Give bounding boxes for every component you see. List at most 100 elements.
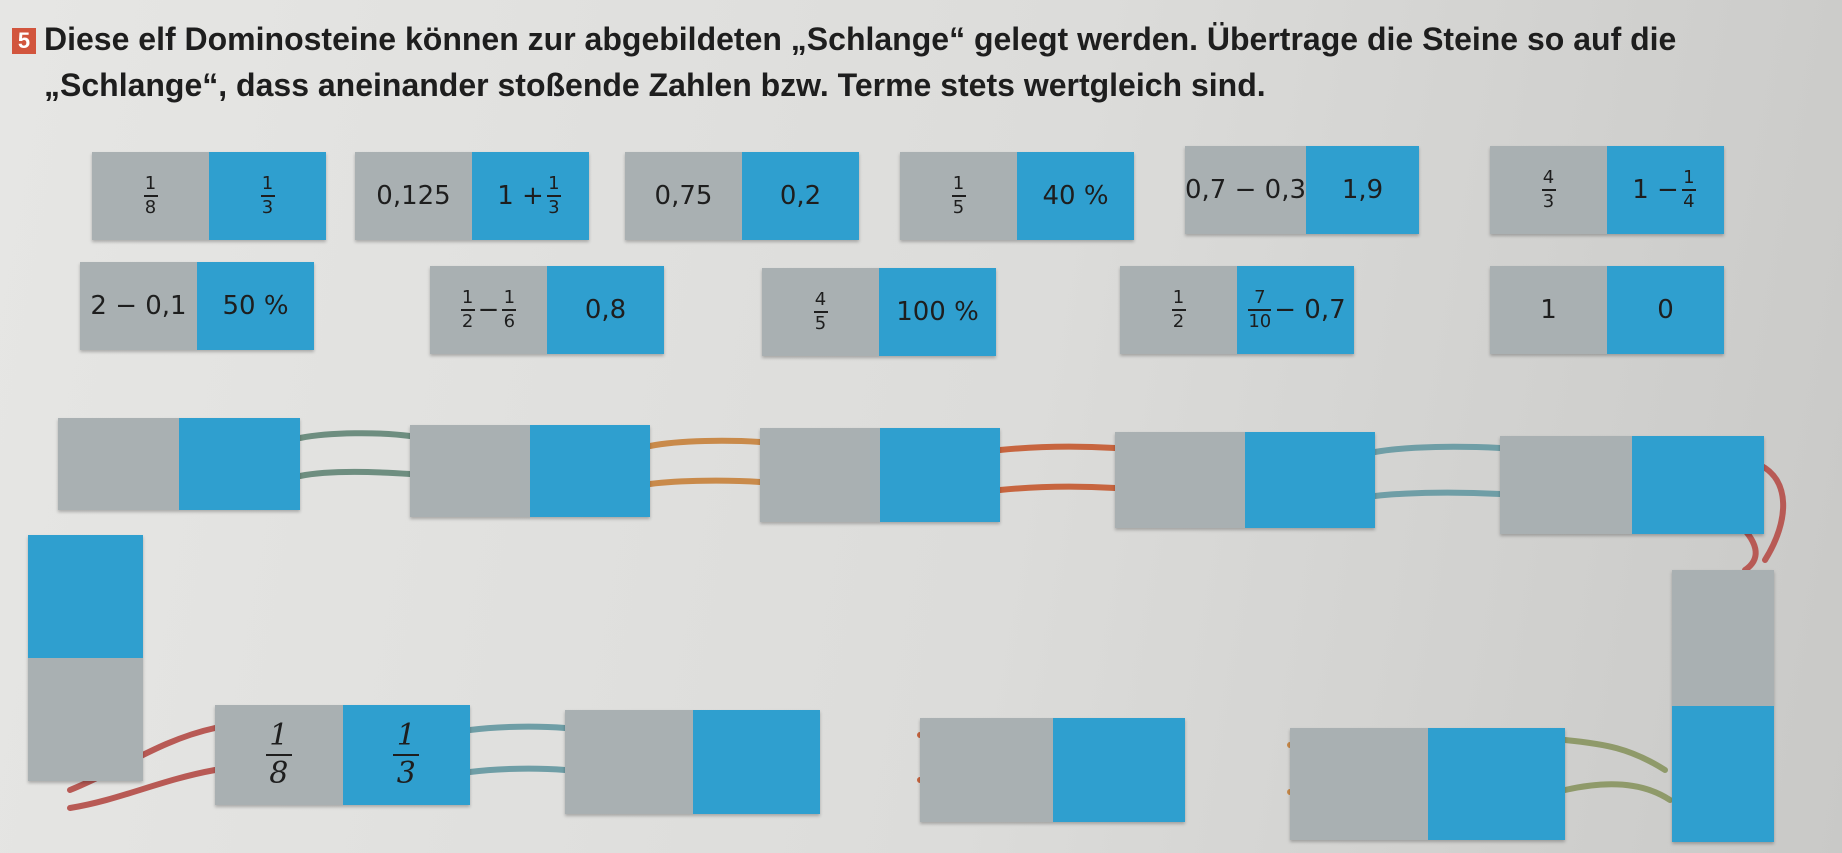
slot-half-blue[interactable] [1052, 718, 1185, 822]
domino-right-half: 100 % [879, 268, 996, 356]
snake-slot[interactable] [760, 428, 1000, 522]
rope [1757, 462, 1787, 563]
domino-piece[interactable]: 2 − 0,1 50 % [80, 262, 314, 350]
domino-piece[interactable]: 4 5 100 % [762, 268, 996, 356]
snake-slot[interactable] [58, 418, 300, 510]
domino-piece[interactable]: 0,125 1 +1 3 [355, 152, 589, 240]
term-text: 40 % [1042, 181, 1109, 211]
domino-right-half: 0,2 [742, 152, 859, 240]
rope [997, 483, 1118, 493]
slot-half-blue[interactable] [880, 428, 1000, 522]
domino-piece[interactable]: 1 2−1 6 0,8 [430, 266, 664, 354]
domino-left-half: 0,7 − 0,3 [1185, 146, 1307, 234]
rope [467, 765, 568, 775]
snake-slot[interactable] [28, 535, 143, 781]
slot-half-blue[interactable] [28, 535, 143, 658]
task-line-2: „Schlange“, dass aneinander stoßende Zah… [44, 67, 1266, 103]
term-text: 100 % [896, 297, 979, 327]
domino-right-half: 0 [1607, 266, 1724, 354]
term-text: 0,7 − 0,3 [1185, 175, 1307, 205]
domino-left-half: 1 2−1 6 [430, 266, 547, 354]
domino-right-half: 1 +1 3 [472, 152, 589, 240]
snake-slot[interactable] [920, 718, 1185, 822]
term-text: 2 − 0,1 [90, 291, 187, 321]
domino-right-half: 0,8 [547, 266, 664, 354]
rope [297, 430, 413, 441]
domino-right-half: 50 % [197, 262, 314, 350]
domino-right-half: 40 % [1017, 152, 1134, 240]
slot-half-gray[interactable] [28, 658, 143, 781]
slot-half-gray[interactable] [1500, 436, 1632, 534]
slot-half-gray[interactable] [58, 418, 179, 510]
term-prefix: 1 + [497, 181, 544, 211]
snake-slot[interactable] [1290, 728, 1565, 840]
slot-half-gray[interactable] [760, 428, 880, 522]
slot-half-gray[interactable] [565, 710, 693, 814]
term-text: 50 % [222, 291, 289, 321]
fraction: 7 10 [1248, 287, 1272, 332]
slot-half-gray[interactable] [410, 425, 530, 517]
slot-half-gray[interactable] [920, 718, 1053, 822]
snake-slot[interactable] [410, 425, 650, 517]
task-text: 5 Diese elf Dominosteine können zur abgeb… [12, 16, 1812, 108]
rope [1372, 489, 1503, 499]
domino-right-half: 7 10− 0,7 [1237, 266, 1354, 354]
domino-right-half: 1,9 [1306, 146, 1419, 234]
rope [67, 767, 218, 811]
domino-left-half: 0,75 [625, 152, 742, 240]
slot-half-blue[interactable] [1632, 436, 1764, 534]
term-text: 1 [1540, 295, 1557, 325]
term-text: 1,9 [1341, 175, 1384, 205]
slot-half-blue[interactable] [1245, 432, 1375, 528]
rope [997, 443, 1118, 453]
slot-half-gray[interactable] [1672, 570, 1774, 706]
slot-half-gray[interactable] [1115, 432, 1245, 528]
domino-left-half: 1 [1490, 266, 1607, 354]
domino-left-half: 2 − 0,1 [80, 262, 197, 350]
rope [297, 469, 413, 479]
snake-slot[interactable] [565, 710, 820, 814]
snake-slot[interactable] [1672, 570, 1774, 842]
task-line-1: Diese elf Dominosteine können zur abgebi… [44, 21, 1677, 57]
rope [1372, 443, 1503, 455]
domino-piece[interactable]: 0,7 − 0,3 1,9 [1185, 146, 1419, 234]
task-number: 5 [12, 28, 36, 54]
term-prefix: 1 − [1632, 175, 1679, 205]
domino-left-half: 0,125 [355, 152, 472, 240]
rope [1562, 737, 1668, 773]
slot-half-blue[interactable] [530, 425, 650, 517]
domino-right-half: 1 −1 4 [1607, 146, 1724, 234]
domino-piece[interactable]: 1 2 7 10− 0,7 [1120, 266, 1354, 354]
slot-half-blue[interactable] [1672, 706, 1774, 842]
slot-half-blue[interactable] [179, 418, 300, 510]
domino-piece[interactable]: 0,75 0,2 [625, 152, 859, 240]
rope [467, 723, 568, 733]
snake-slot[interactable] [1500, 436, 1764, 534]
domino-piece[interactable]: 1 5 40 % [900, 152, 1134, 240]
term-text: 0,8 [584, 295, 627, 325]
term-text: 0,2 [779, 181, 822, 211]
slot-half-blue[interactable] [1427, 728, 1565, 840]
slot-half-blue[interactable] [692, 710, 820, 814]
snake-slot[interactable] [1115, 432, 1375, 528]
slot-half-gray[interactable] [1290, 728, 1428, 840]
term-text: 0,75 [654, 181, 713, 211]
